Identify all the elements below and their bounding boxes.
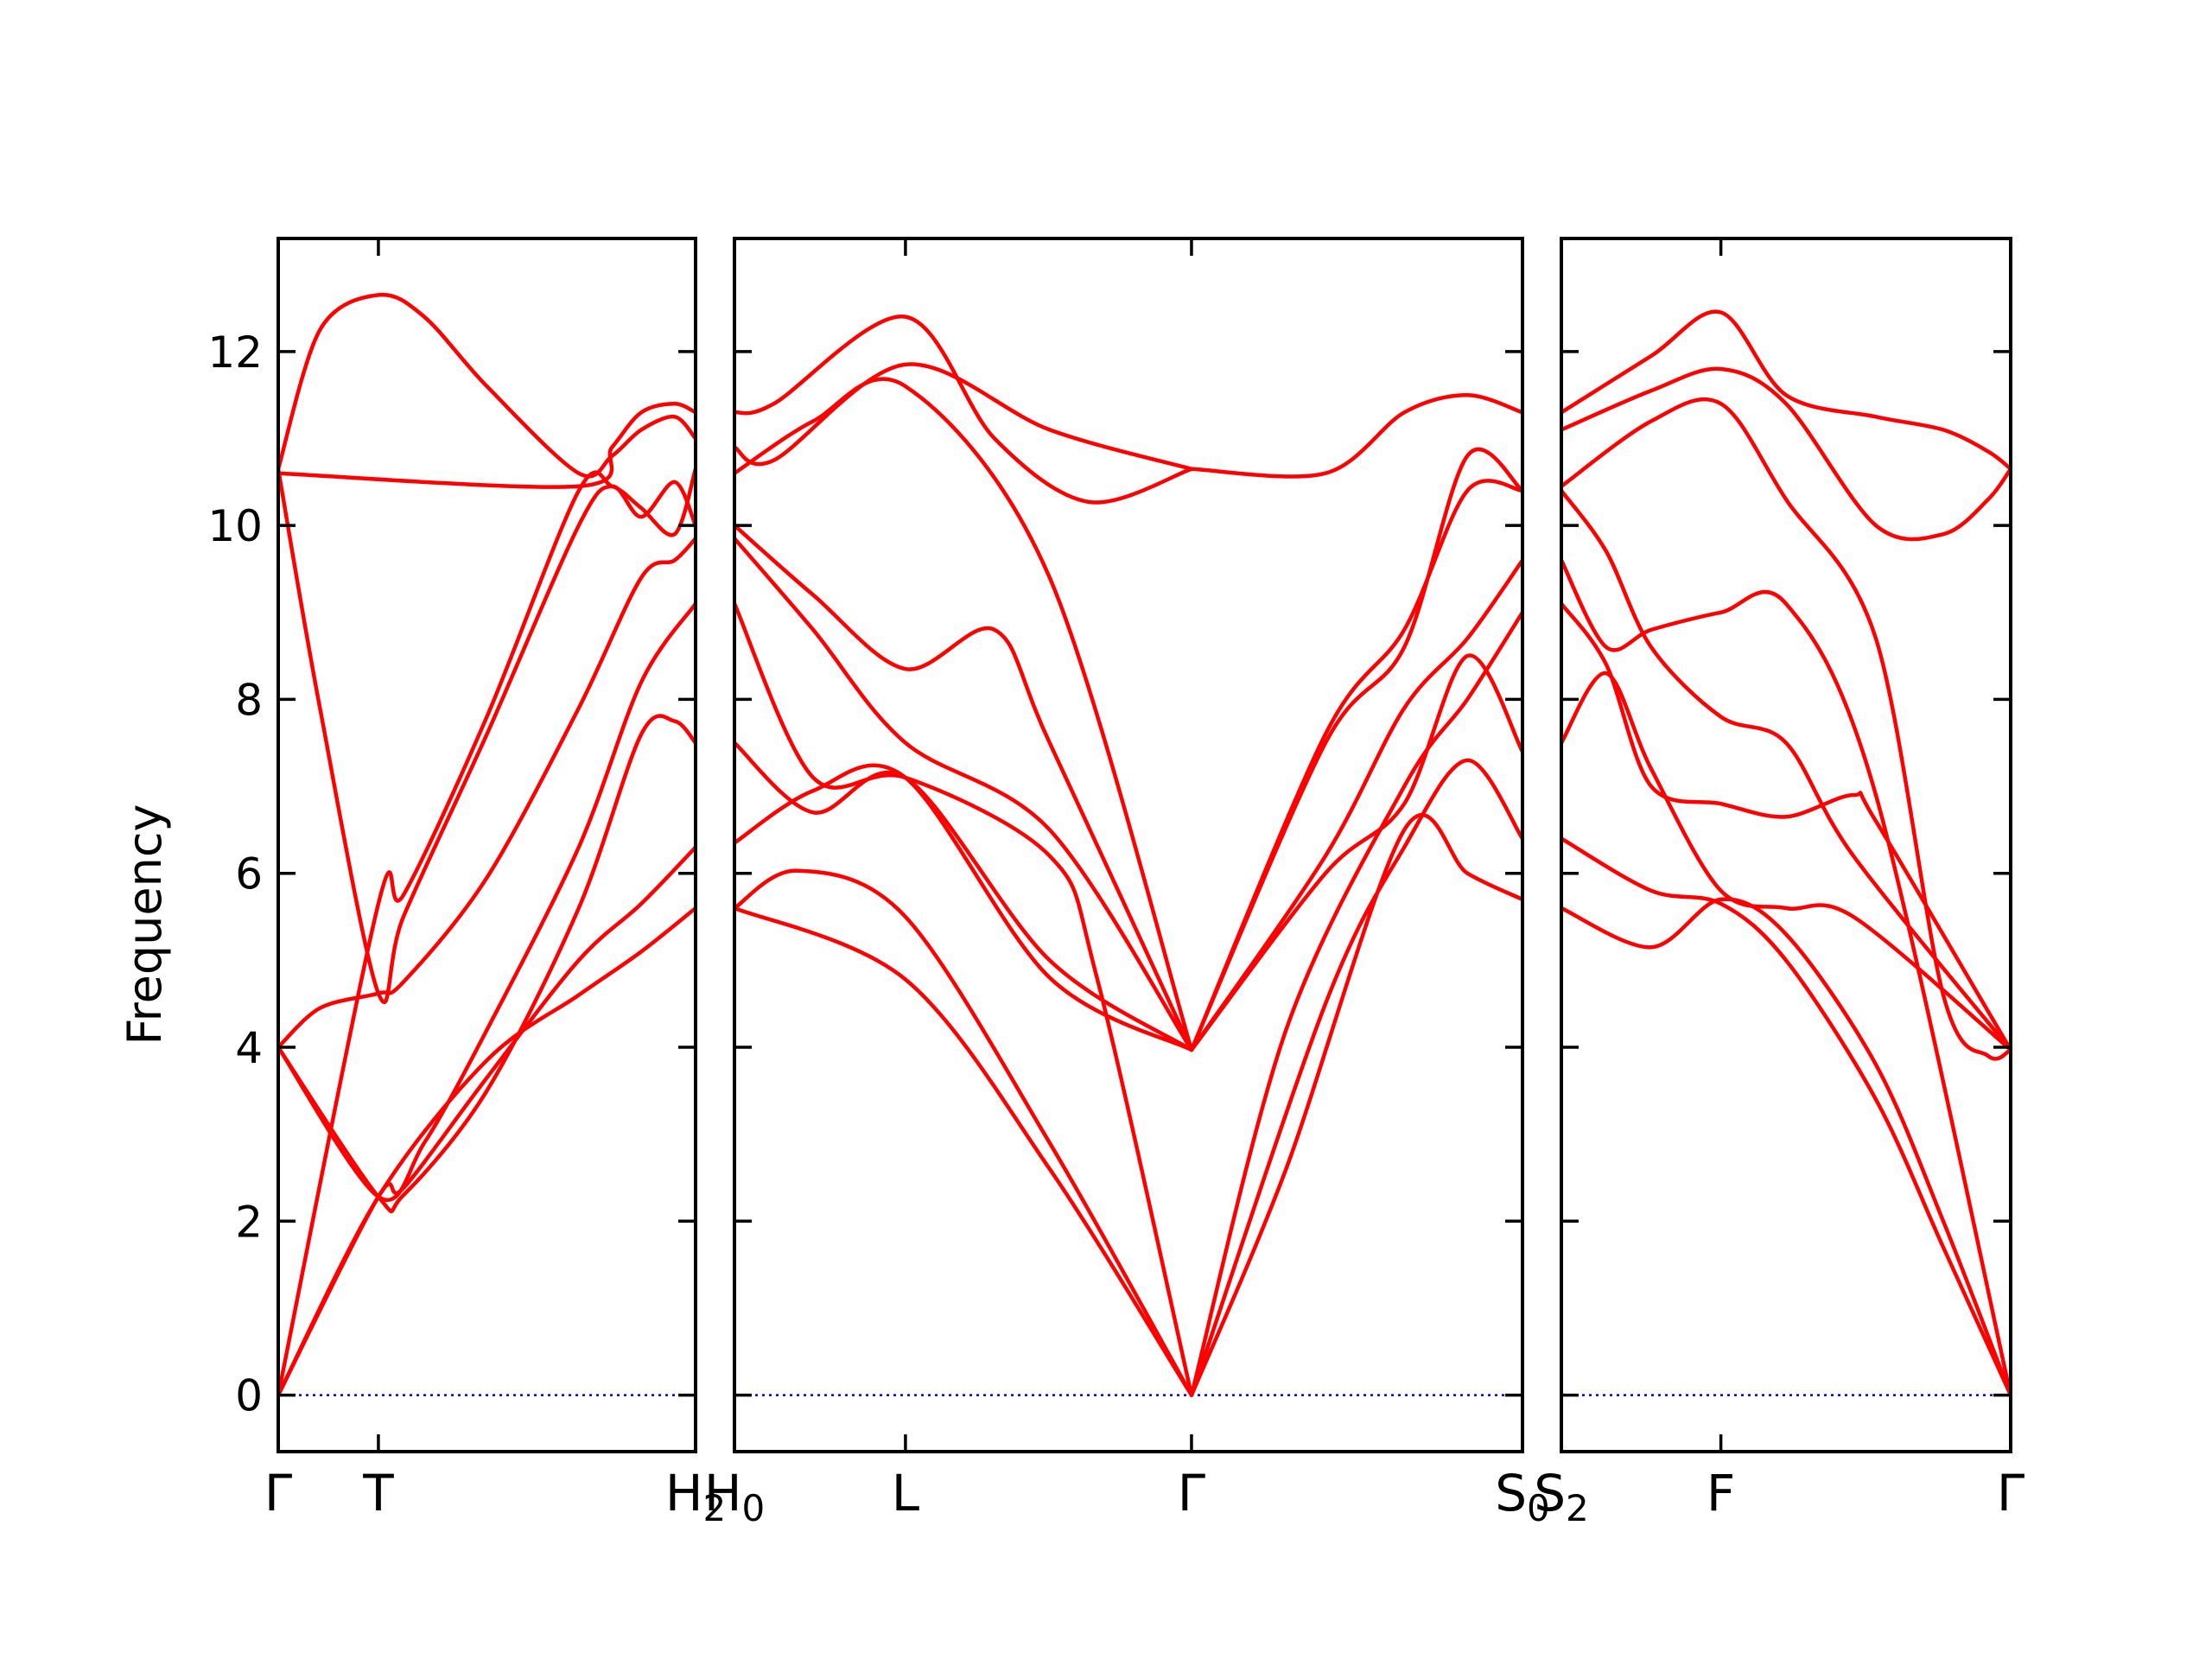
band-panel-2-12	[1189, 758, 1522, 1397]
band-panel-3-1	[1561, 897, 2011, 1397]
y-tick-label: 0	[235, 1371, 263, 1421]
band-panel-2-17	[1189, 610, 1522, 1397]
y-tick-label: 2	[235, 1197, 263, 1247]
axes-frame	[276, 237, 697, 1453]
x-tick-label: T	[362, 1464, 394, 1522]
band-panel-3-8	[1561, 366, 2011, 542]
band-panel-1-2	[278, 845, 696, 1397]
x-tick-label: H2	[665, 1464, 726, 1529]
x-tick-label: Γ	[1178, 1464, 1205, 1522]
panel-3: S2 F Γ	[1534, 237, 2024, 1529]
panel-1: 0 2 4 6 8 10 12 Γ T H2	[207, 237, 726, 1529]
band-panel-1-8	[278, 292, 696, 479]
y-tick-label: 8	[235, 675, 263, 725]
y-tick-label: 4	[235, 1023, 263, 1073]
band-group	[734, 315, 1522, 1397]
x-tick-label: Γ	[264, 1464, 292, 1522]
band-panel-2-1	[734, 906, 1194, 1397]
band-group	[1561, 309, 2011, 1397]
band-panel-3-4	[1561, 601, 2011, 1052]
band-panel-3-3	[1561, 671, 2011, 1052]
band-panel-3-7	[1561, 397, 2011, 1061]
band-panel-2-4	[734, 741, 1194, 1052]
x-tick-label: S2	[1534, 1464, 1589, 1529]
band-panel-2-13	[1189, 812, 1522, 1397]
band-panel-2-2	[734, 868, 1194, 1397]
x-tick-label: S0	[1495, 1464, 1550, 1529]
band-panel-2-7	[734, 523, 1194, 1052]
y-tick-label: 10	[207, 501, 263, 551]
axes-frame	[1560, 237, 2012, 1453]
panel-2: H0 L Γ S0	[704, 237, 1550, 1529]
band-panel-1-4	[278, 601, 696, 1202]
band-panel-2-11	[1189, 392, 1522, 479]
band-panel-1-5	[278, 536, 696, 1050]
band-panel-3-5	[1561, 558, 2011, 1397]
band-panel-3-9	[1561, 309, 2011, 471]
band-panel-3-6	[1561, 488, 2011, 1052]
y-axis-label: Frequency	[118, 804, 172, 1046]
band-panel-2-15	[1189, 479, 1522, 1052]
band-panel-2-10	[734, 315, 1194, 505]
band-panel-2-16	[1189, 447, 1522, 1052]
band-panel-1-3	[278, 714, 696, 1214]
x-tick-label: Γ	[1997, 1464, 2024, 1522]
y-tick-label: 12	[207, 327, 263, 378]
x-tick-label: F	[1707, 1464, 1735, 1522]
band-panel-3-2	[1561, 836, 2011, 1397]
band-panel-2-5	[734, 601, 1194, 1397]
band-group	[278, 292, 696, 1397]
y-tick-label: 6	[235, 849, 263, 899]
axes-frame	[733, 237, 1524, 1453]
band-panel-2-8	[734, 377, 1194, 1052]
band-panel-1-7	[278, 467, 696, 1004]
x-tick-label: H0	[704, 1464, 765, 1529]
band-panel-2-3	[734, 763, 1194, 1052]
band-panel-2-9	[734, 362, 1194, 471]
band-panel-2-18	[1189, 653, 1522, 1052]
band-panel-1-9	[278, 401, 696, 489]
band-panel-2-6	[734, 536, 1194, 1052]
band-panel-2-14	[1189, 558, 1522, 1052]
band-panel-1-6	[278, 467, 696, 1397]
x-tick-label: L	[892, 1464, 919, 1522]
